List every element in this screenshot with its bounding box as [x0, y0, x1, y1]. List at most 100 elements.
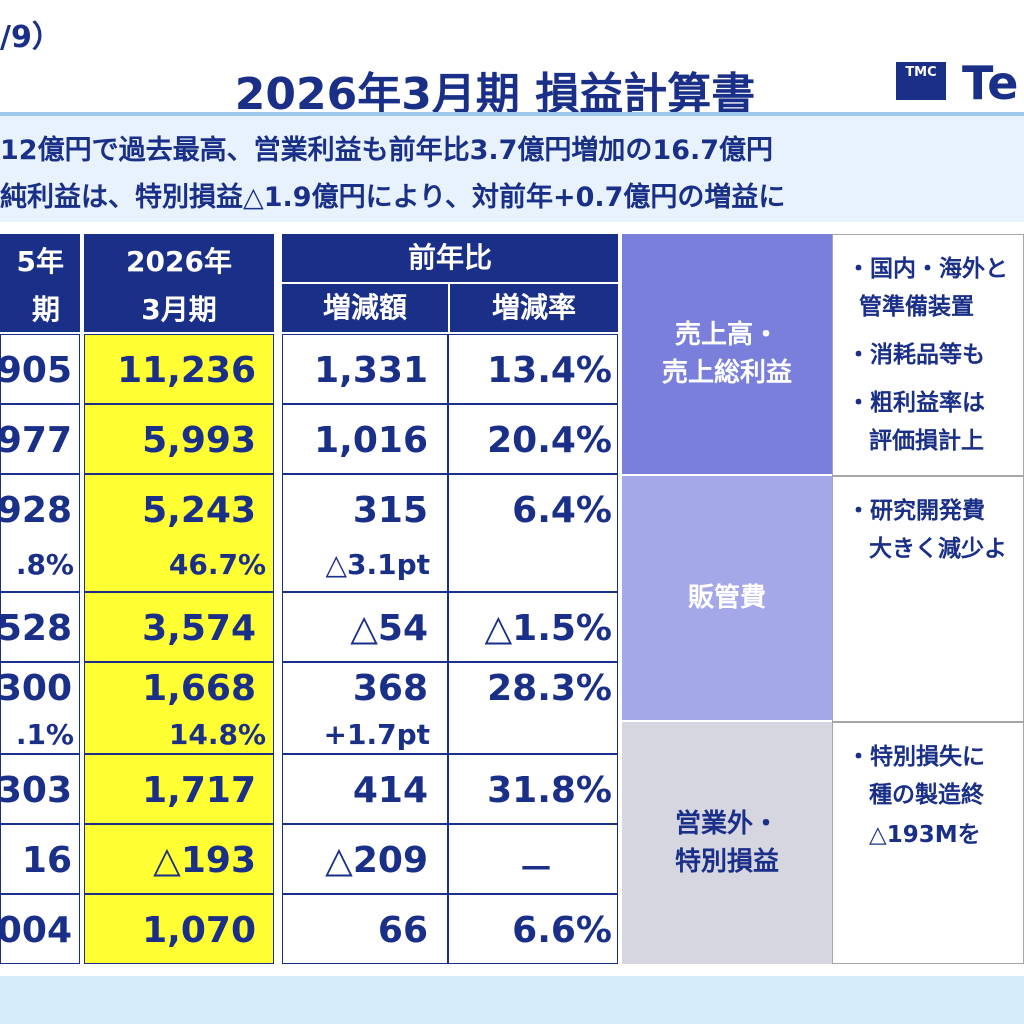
- row-2-curr: 5,243: [142, 490, 256, 531]
- note-extra-line: △193Mを: [869, 822, 981, 848]
- note-sales-line: 管準備装置: [859, 294, 974, 320]
- note-sales-line: ・国内・海外と: [847, 256, 1008, 282]
- category-sales-line1: 売上高・: [674, 320, 779, 350]
- table-cell: [448, 334, 618, 404]
- table-cell-highlight: [84, 334, 274, 404]
- page-number: /9）: [0, 20, 62, 55]
- table-cell: [282, 824, 448, 894]
- row-1-curr: 5,993: [142, 420, 256, 461]
- table-cell-highlight: [84, 592, 274, 662]
- table-cell: [0, 334, 80, 404]
- note-extraordinary: ・特別損失に 種の製造終 △193Mを: [832, 722, 1024, 964]
- category-nonoperating-line2: 特別損益: [674, 847, 779, 877]
- row-6-prev: 16: [21, 840, 72, 881]
- row-3-rate: △1.5%: [484, 608, 612, 649]
- row-6-rate: －: [517, 849, 554, 890]
- header-yoy: 前年比: [282, 234, 618, 282]
- table-cell: [0, 474, 80, 592]
- table-cell: [448, 474, 618, 592]
- summary-band: [0, 112, 1024, 222]
- row-4-diff: 368: [352, 668, 428, 709]
- row-2-prev: 928: [0, 490, 72, 531]
- row-1-diff: 1,016: [314, 420, 428, 461]
- company-logo-badge: TMC: [896, 62, 946, 100]
- row-0-diff: 1,331: [314, 350, 428, 391]
- note-sga: ・研究開発費 大きく減少よ: [832, 476, 1024, 722]
- row-2-curr-ratio: 46.7%: [168, 548, 266, 581]
- note-sales-line: ・消耗品等も: [847, 342, 985, 368]
- page-title: 2026年3月期 損益計算書: [234, 69, 756, 120]
- row-6-curr: △193: [153, 840, 256, 881]
- row-5-diff: 414: [352, 770, 428, 811]
- category-sga: 販管費: [622, 476, 832, 720]
- row-2-diff-pt: △3.1pt: [325, 548, 430, 581]
- table-cell: [0, 592, 80, 662]
- row-3-prev: 528: [0, 608, 72, 649]
- header-prev-year-line2: 期: [31, 293, 60, 326]
- row-4-prev-ratio: .1%: [15, 718, 74, 751]
- row-4-diff-pt: +1.7pt: [323, 718, 431, 751]
- header-current-year-line2: 3月期: [141, 293, 217, 326]
- table-cell: [0, 662, 80, 754]
- header-current-year: 2026年 3月期: [84, 234, 274, 332]
- table-cell: [282, 894, 448, 964]
- table-cell: [282, 754, 448, 824]
- row-6-diff: △209: [325, 840, 428, 881]
- note-extra-line: 種の製造終: [869, 782, 984, 808]
- note-sales-line: ・粗利益率は: [847, 390, 985, 416]
- note-sales-line: 評価損計上: [869, 428, 984, 454]
- row-4-prev: 300: [0, 668, 72, 709]
- category-nonoperating-line1: 営業外・: [674, 809, 779, 839]
- row-0-prev: 905: [0, 350, 72, 391]
- note-extra-line: ・特別損失に: [847, 744, 985, 770]
- table-cell: [0, 824, 80, 894]
- row-7-curr: 1,070: [142, 910, 256, 951]
- row-0-curr: 11,236: [117, 350, 256, 391]
- table-cell: [282, 474, 448, 592]
- row-1-prev: 977: [0, 420, 72, 461]
- category-sales: 売上高・ 売上総利益: [622, 234, 832, 474]
- table-cell-highlight: [84, 754, 274, 824]
- table-cell: [0, 754, 80, 824]
- row-4-rate: 28.3%: [487, 668, 612, 709]
- row-1-rate: 20.4%: [487, 420, 612, 461]
- header-yoy-amount: 増減額: [282, 284, 448, 332]
- row-4-curr: 1,668: [142, 668, 256, 709]
- table-cell-highlight: [84, 474, 274, 592]
- footer-band: [0, 976, 1024, 1024]
- row-0-rate: 13.4%: [487, 350, 612, 391]
- table-cell: [448, 662, 618, 754]
- table-cell: [448, 592, 618, 662]
- summary-line-1: 12億円で過去最高、営業利益も前年比3.7億円増加の16.7億円: [0, 135, 774, 166]
- table-cell: [448, 404, 618, 474]
- table-cell: [448, 894, 618, 964]
- table-cell: [282, 404, 448, 474]
- table-cell: [282, 662, 448, 754]
- category-sga-label: 販管費: [687, 583, 766, 613]
- row-3-curr: 3,574: [142, 608, 256, 649]
- header-yoy-rate: 増減率: [450, 284, 618, 332]
- company-logo-text: Te: [962, 56, 1019, 110]
- table-cell: [0, 894, 80, 964]
- header-prev-year-line1: 5年: [16, 245, 64, 278]
- row-7-diff: 66: [377, 910, 428, 951]
- header-current-year-line1: 2026年: [126, 245, 232, 278]
- row-2-prev-ratio: .8%: [15, 548, 74, 581]
- category-nonoperating: 営業外・ 特別損益: [622, 722, 832, 964]
- table-cell: [448, 754, 618, 824]
- row-2-rate: 6.4%: [512, 490, 612, 531]
- row-3-diff: △54: [350, 608, 428, 649]
- note-sga-line: ・研究開発費: [847, 498, 985, 524]
- row-5-curr: 1,717: [142, 770, 256, 811]
- category-sales-line2: 売上総利益: [661, 358, 792, 388]
- table-cell-highlight: [84, 824, 274, 894]
- row-2-diff: 315: [352, 490, 428, 531]
- table-cell: [282, 334, 448, 404]
- table-cell: [282, 592, 448, 662]
- note-sales: ・国内・海外と 管準備装置 ・消耗品等も ・粗利益率は 評価損計上: [832, 234, 1024, 476]
- summary-line-2: 純利益は、特別損益△1.9億円により、対前年+0.7億円の増益に: [0, 182, 786, 213]
- row-7-prev: 004: [0, 910, 72, 951]
- header-prev-year: 5年 期: [0, 234, 80, 332]
- table-cell: [448, 824, 618, 894]
- table-cell-highlight: [84, 662, 274, 754]
